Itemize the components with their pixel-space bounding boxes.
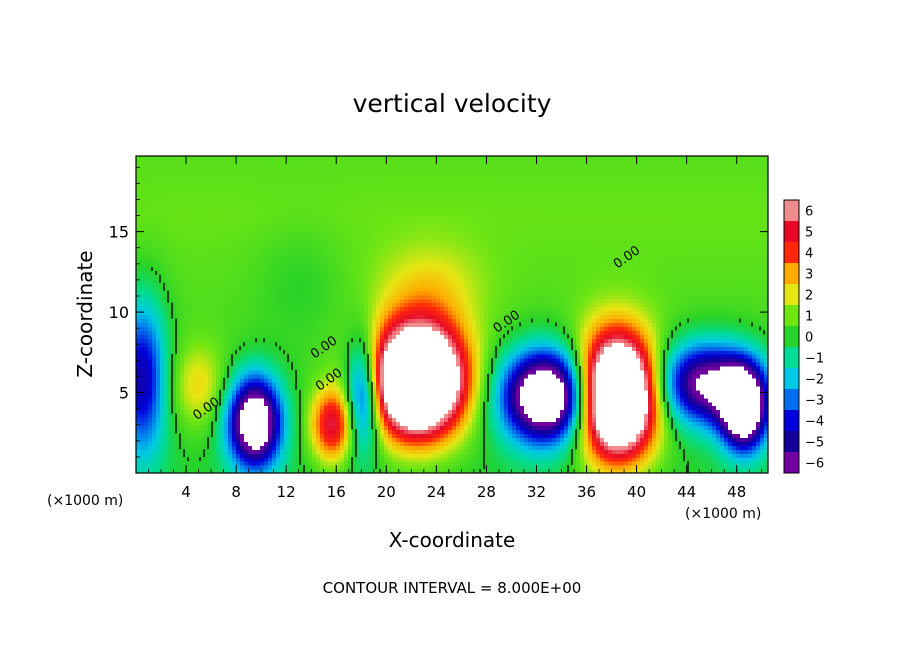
x-tick-label: 12 [277,483,296,501]
colorbar-tick-label: 5 [805,226,813,241]
x-axis: 4 8 12 16 20 24 28 32 36 40 44 48 [148,156,763,501]
colorbar-swatch [784,242,799,264]
x-tick-label: 8 [231,483,241,501]
colorbar-tick-label: 6 [805,205,813,220]
colorbar-tick-label: −3 [805,394,824,409]
y-axis-label: Z-coordinate [73,250,97,377]
x-tick-label: 24 [427,483,446,501]
x-unit-right: (×1000 m) [685,506,761,522]
colorbar-swatch [784,305,799,327]
x-tick-label: 28 [477,483,496,501]
chart-title: vertical velocity [353,89,552,118]
colorbar-frame [783,199,800,474]
y-tick-label: 15 [109,223,129,242]
colorbar-tick-label: 2 [805,289,813,304]
x-tick-label: 36 [577,483,596,501]
heatmap-field [136,156,769,474]
colorbar-swatch [784,284,799,306]
colorbar-tick-label: 4 [805,247,813,262]
x-tick-label: 16 [327,483,346,501]
x-unit-left: (×1000 m) [47,493,123,509]
plot-frame [135,155,769,474]
colorbar-swatch [784,221,799,243]
colorbar-swatch [784,452,799,474]
colorbar-swatch [784,347,799,369]
y-tick-label: 5 [119,384,129,403]
colorbar-tick-label: −4 [805,415,824,430]
colorbar-tick-label: 0 [805,331,813,346]
zero-contours [151,266,765,473]
colorbar-swatch [784,389,799,411]
x-axis-label: X-coordinate [389,528,516,552]
x-tick-label: 48 [727,483,746,501]
x-tick-label: 32 [527,483,546,501]
y-axis: 5 10 15 [109,166,768,458]
colorbar-tick-label: −6 [805,457,824,472]
colorbar-swatch [784,326,799,348]
colorbar-swatch [784,263,799,285]
colorbar-tick-label: 3 [805,268,813,283]
colorbar-swatch [784,410,799,432]
colorbar-swatch [784,368,799,390]
x-tick-label: 4 [181,483,191,501]
x-tick-label: 44 [677,483,696,501]
colorbar-tick-label: −1 [805,352,824,367]
colorbar: 6 5 4 3 2 1 0 −1 −2 −3 −4 −5 −6 [783,199,824,474]
contour-interval-note: CONTOUR INTERVAL = 8.000E+00 [323,579,582,597]
colorbar-swatch [784,200,799,222]
colorbar-tick-label: −5 [805,436,824,451]
colorbar-swatch [784,431,799,453]
colorbar-tick-label: 1 [805,310,813,325]
colorbar-tick-label: −2 [805,373,824,388]
x-tick-label: 20 [377,483,396,501]
y-tick-label: 10 [109,303,129,322]
x-tick-label: 40 [627,483,646,501]
